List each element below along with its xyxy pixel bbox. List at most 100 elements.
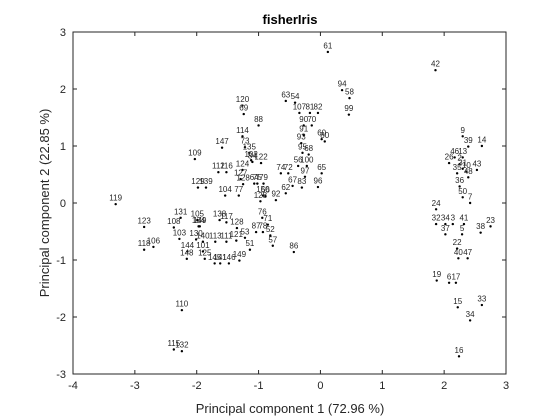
point-label: 5 — [460, 224, 465, 233]
point-label: 51 — [245, 239, 254, 248]
point-label: 135 — [243, 142, 257, 151]
x-tick-label: 3 — [503, 380, 509, 392]
scatter-point — [152, 245, 155, 249]
scatter-point — [305, 164, 309, 168]
scatter-point — [214, 240, 217, 243]
scatter-point — [114, 202, 117, 206]
scatter-point — [479, 231, 482, 234]
point-label: 77 — [234, 185, 243, 194]
point-label: 70 — [307, 115, 316, 124]
point-label: 58 — [345, 88, 354, 97]
scatter-point — [480, 144, 484, 148]
point-label: 40 — [454, 248, 463, 257]
scatter-point — [323, 140, 326, 143]
point-label: 71 — [263, 214, 272, 223]
point-label: 92 — [271, 190, 280, 199]
point-label: 50 — [458, 187, 467, 196]
scatter-point — [308, 111, 312, 115]
scatter-point — [266, 223, 270, 226]
scatter-point — [259, 200, 262, 203]
point-label: 9 — [460, 126, 465, 135]
scatter-point — [178, 237, 181, 241]
point-label: 52 — [266, 225, 275, 234]
point-label: 13 — [458, 147, 467, 156]
scatter-point — [293, 101, 297, 104]
point-label: 22 — [453, 238, 462, 247]
point-label: 128 — [230, 218, 244, 227]
scatter-point — [223, 194, 227, 197]
point-label: 127 — [234, 169, 248, 178]
scatter-point — [259, 161, 263, 165]
scatter-point — [225, 240, 228, 243]
point-label: 90 — [299, 115, 308, 124]
scatter-point — [320, 137, 323, 141]
point-label: 111 — [220, 231, 233, 240]
scatter-point — [302, 133, 305, 137]
point-label: 117 — [220, 212, 233, 221]
point-label: 81 — [305, 102, 314, 111]
scatter-point — [461, 135, 464, 138]
point-label: 123 — [137, 216, 151, 225]
point-label: 140 — [196, 231, 210, 240]
point-label: 131 — [174, 207, 188, 216]
point-label: 72 — [284, 163, 293, 172]
scatter-point — [217, 171, 220, 174]
point-label: 60 — [317, 129, 326, 138]
point-label: 121 — [230, 230, 244, 239]
scatter-point — [201, 240, 205, 243]
point-label: 57 — [268, 235, 277, 244]
point-label: 120 — [236, 95, 250, 104]
point-label: 67 — [288, 175, 297, 184]
scatter-point — [444, 233, 447, 236]
scatter-point — [320, 172, 323, 175]
scatter-point — [326, 50, 330, 54]
point-label: 112 — [212, 162, 225, 171]
point-label: 87 — [252, 222, 261, 231]
scatter-point — [462, 222, 466, 226]
scatter-point — [307, 153, 310, 156]
scatter-point — [243, 145, 247, 149]
x-tick-label: 2 — [441, 380, 447, 392]
point-label: 24 — [432, 199, 441, 208]
point-label: 63 — [281, 90, 290, 99]
scatter-point — [241, 135, 244, 138]
point-label: 69 — [239, 104, 248, 113]
point-label: 79 — [259, 173, 268, 182]
scatter-point — [251, 160, 254, 164]
point-label: 47 — [463, 248, 472, 257]
point-label: 113 — [209, 231, 222, 240]
point-label: 16 — [455, 346, 464, 355]
scatter-point — [301, 151, 304, 155]
scatter-point — [279, 172, 283, 175]
point-label: 132 — [175, 341, 189, 350]
point-label: 61 — [323, 41, 332, 50]
point-label: 150 — [256, 185, 270, 194]
point-label: 36 — [455, 176, 464, 185]
scatter-point — [316, 185, 320, 189]
point-label: 3 — [451, 214, 456, 223]
scatter-point — [300, 186, 304, 189]
scatter-point — [480, 303, 484, 307]
point-label: 147 — [215, 137, 229, 146]
scatter-point — [243, 236, 247, 239]
y-tick-label: 0 — [60, 198, 66, 210]
scatter-point — [465, 170, 468, 173]
scatter-point — [300, 141, 303, 145]
scatter-point — [458, 185, 461, 188]
point-label: 91 — [299, 125, 308, 134]
scatter-point — [261, 216, 264, 220]
scatter-point — [219, 262, 222, 265]
scatter-point — [284, 192, 287, 195]
point-label: 80 — [320, 131, 329, 140]
point-label: 109 — [188, 149, 202, 158]
scatter-point — [180, 308, 184, 312]
point-label: 53 — [241, 227, 250, 236]
x-tick-label: -3 — [130, 380, 140, 392]
point-label: 6 — [447, 272, 452, 281]
scatter-point — [468, 319, 472, 322]
scatter-point — [302, 124, 305, 127]
point-label: 23 — [486, 216, 495, 225]
point-label: 119 — [109, 194, 122, 203]
